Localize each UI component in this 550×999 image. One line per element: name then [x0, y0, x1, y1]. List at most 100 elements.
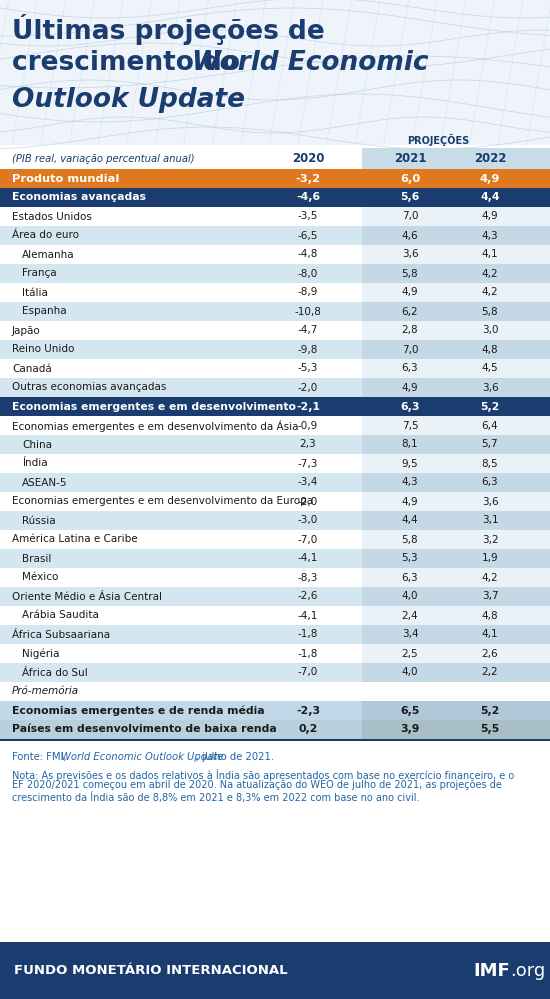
Bar [0, 663, 362, 682]
Bar [362, 606, 550, 625]
Text: 3,6: 3,6 [482, 383, 498, 393]
Text: Pró-memória: Pró-memória [12, 686, 79, 696]
Bar [0, 701, 362, 720]
Text: Economias emergentes e em desenvolvimento da Europa: Economias emergentes e em desenvolviment… [12, 497, 313, 506]
Bar [362, 359, 550, 378]
Text: 4,4: 4,4 [402, 515, 419, 525]
Bar [362, 245, 550, 264]
Bar [0, 226, 362, 245]
Text: 5,6: 5,6 [400, 193, 420, 203]
Text: 6,3: 6,3 [402, 572, 419, 582]
Text: Espanha: Espanha [22, 307, 67, 317]
Bar [0, 942, 550, 999]
Text: 3,1: 3,1 [482, 515, 498, 525]
Text: -3,5: -3,5 [298, 212, 318, 222]
Text: 3,0: 3,0 [482, 326, 498, 336]
Text: 5,2: 5,2 [480, 705, 500, 715]
Text: França: França [22, 269, 57, 279]
Text: -2,6: -2,6 [298, 591, 318, 601]
Text: Produto mundial: Produto mundial [12, 174, 119, 184]
Text: crescimento da Índia são de 8,8% em 2021 e 8,3% em 2022 com base no ano civil.: crescimento da Índia são de 8,8% em 2021… [12, 792, 420, 803]
Bar [0, 530, 362, 549]
Text: -8,9: -8,9 [298, 288, 318, 298]
Text: 5,2: 5,2 [480, 402, 500, 412]
Text: China: China [22, 440, 52, 450]
Text: -4,1: -4,1 [298, 553, 318, 563]
Text: IMF: IMF [473, 961, 510, 979]
Text: 4,9: 4,9 [482, 212, 498, 222]
Text: -3,4: -3,4 [298, 478, 318, 488]
Bar [0, 245, 362, 264]
Text: 4,0: 4,0 [402, 591, 418, 601]
Bar [362, 397, 550, 416]
Text: 4,0: 4,0 [402, 667, 418, 677]
Text: 6,3: 6,3 [402, 364, 419, 374]
Bar [362, 568, 550, 587]
Text: 7,0: 7,0 [402, 212, 418, 222]
Text: 4,9: 4,9 [480, 174, 500, 184]
Text: -4,8: -4,8 [298, 250, 318, 260]
Text: 4,6: 4,6 [402, 231, 419, 241]
Bar [0, 454, 362, 473]
Text: Economias emergentes e em desenvolvimento: Economias emergentes e em desenvolviment… [12, 402, 296, 412]
Bar [362, 625, 550, 644]
Text: 4,4: 4,4 [480, 193, 500, 203]
Text: -3,2: -3,2 [295, 174, 321, 184]
Text: , julho de 2021.: , julho de 2021. [196, 752, 274, 762]
Text: 6,2: 6,2 [402, 307, 419, 317]
Text: Alemanha: Alemanha [22, 250, 75, 260]
Text: -1,8: -1,8 [298, 648, 318, 658]
Text: 4,9: 4,9 [402, 288, 419, 298]
Text: Arábia Saudita: Arábia Saudita [22, 610, 99, 620]
Bar [0, 264, 362, 283]
Text: -2,0: -2,0 [298, 383, 318, 393]
Bar [362, 283, 550, 302]
Text: África do Sul: África do Sul [22, 667, 88, 677]
Bar [0, 549, 362, 568]
Text: Outras economias avançadas: Outras economias avançadas [12, 383, 166, 393]
Text: Itália: Itália [22, 288, 48, 298]
Text: 5,3: 5,3 [402, 553, 419, 563]
Text: Índia: Índia [22, 459, 48, 469]
Bar [0, 416, 362, 435]
Text: 3,2: 3,2 [482, 534, 498, 544]
Bar [362, 492, 550, 511]
Text: 2021: 2021 [394, 152, 426, 165]
Text: -4,6: -4,6 [296, 193, 320, 203]
Text: Fonte: FMI,: Fonte: FMI, [12, 752, 70, 762]
Bar [0, 606, 362, 625]
Text: (PIB real, variação percentual anual): (PIB real, variação percentual anual) [12, 154, 195, 164]
Text: FUNDO MONETÁRIO INTERNACIONAL: FUNDO MONETÁRIO INTERNACIONAL [14, 964, 288, 977]
Bar [0, 739, 550, 741]
Text: 2,3: 2,3 [300, 440, 316, 450]
Bar [362, 264, 550, 283]
Text: 2,5: 2,5 [402, 648, 419, 658]
Text: África Subsaariana: África Subsaariana [12, 629, 110, 639]
Text: Últimas projeções de: Últimas projeções de [12, 14, 324, 45]
Bar [362, 435, 550, 454]
Text: 4,2: 4,2 [482, 288, 498, 298]
Text: 0,2: 0,2 [298, 724, 318, 734]
Bar [362, 321, 550, 340]
Text: crescimento do: crescimento do [12, 50, 249, 76]
Bar [0, 283, 362, 302]
Text: 2,4: 2,4 [402, 610, 419, 620]
Text: 8,1: 8,1 [402, 440, 419, 450]
Text: Nigéria: Nigéria [22, 648, 59, 658]
Bar [0, 0, 550, 145]
Text: -9,8: -9,8 [298, 345, 318, 355]
Text: 6,5: 6,5 [400, 705, 420, 715]
Text: 5,7: 5,7 [482, 440, 498, 450]
Text: 2,8: 2,8 [402, 326, 419, 336]
Text: 7,5: 7,5 [402, 421, 419, 431]
Text: -6,5: -6,5 [298, 231, 318, 241]
Bar [362, 682, 550, 701]
Text: 4,2: 4,2 [482, 269, 498, 279]
Text: Área do euro: Área do euro [12, 231, 79, 241]
Text: Canadá: Canadá [12, 364, 52, 374]
Text: Países em desenvolvimento de baixa renda: Países em desenvolvimento de baixa renda [12, 724, 277, 734]
Bar [0, 511, 362, 530]
Text: 5,8: 5,8 [402, 534, 419, 544]
Text: México: México [22, 572, 58, 582]
Bar [0, 682, 362, 701]
